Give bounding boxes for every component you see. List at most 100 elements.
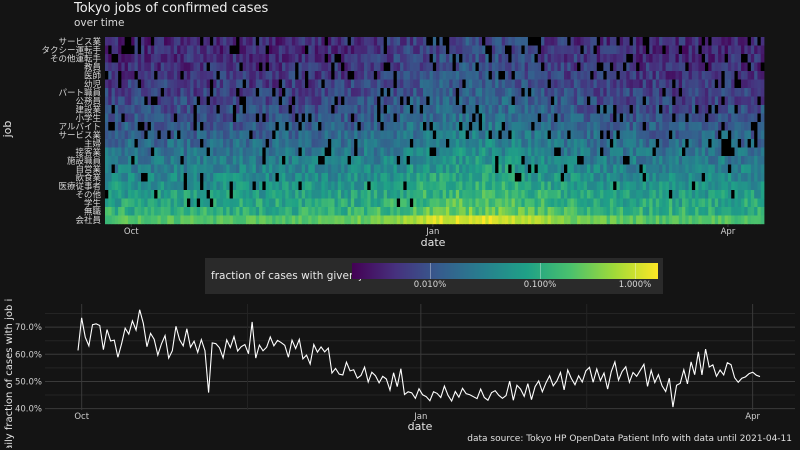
heatmap-cell	[531, 122, 535, 131]
heatmap-cell	[655, 164, 660, 174]
heatmap-cell	[334, 198, 339, 208]
heatmap-cell	[390, 139, 394, 148]
heatmap-cell	[577, 54, 581, 63]
heatmap-cell	[521, 173, 526, 182]
heatmap-cell	[137, 207, 142, 216]
heatmap-cell	[596, 71, 601, 80]
heatmap-cell	[645, 88, 650, 97]
heatmap-cell	[400, 79, 404, 89]
heatmap-cell	[541, 113, 545, 123]
heatmap-cell	[334, 215, 339, 225]
heatmap-cell	[278, 37, 283, 46]
heatmap-cell	[147, 105, 152, 114]
heatmap-cell	[278, 62, 283, 72]
heatmap-cell	[216, 198, 221, 208]
heatmap-cell	[639, 173, 644, 182]
heatmap-cell	[737, 156, 742, 165]
heatmap-cell	[511, 156, 516, 165]
heatmap-cell	[701, 79, 706, 89]
heatmap-cell	[321, 96, 326, 106]
heatmap-cell	[439, 45, 444, 55]
heatmap-cell	[629, 207, 634, 216]
heatmap-cell	[537, 45, 542, 55]
heatmap-cell	[252, 215, 257, 225]
heatmap-cell	[439, 62, 444, 72]
heatmap-cell	[564, 54, 568, 63]
heatmap-cell	[419, 71, 424, 80]
heatmap-cell	[724, 45, 729, 55]
heatmap-cell	[341, 156, 345, 165]
heatmap-cell	[583, 71, 588, 80]
heatmap-cell	[429, 190, 434, 199]
heatmap-cell	[154, 113, 158, 123]
heatmap-cell	[206, 139, 211, 148]
heatmap-cell	[196, 62, 201, 72]
heatmap-cell	[665, 45, 670, 55]
heatmap-cell	[144, 45, 149, 55]
heatmap-cell	[613, 130, 617, 140]
heatmap-cell	[367, 181, 371, 191]
heatmap-cell	[147, 88, 152, 97]
heatmap-cell	[626, 62, 630, 72]
heatmap-cell	[478, 130, 483, 140]
heatmap-cell	[547, 198, 552, 208]
heatmap-cell	[501, 88, 506, 97]
heatmap-cell	[341, 54, 345, 63]
heatmap-cell	[475, 105, 480, 114]
heatmap-cell	[196, 156, 201, 165]
heatmap-cell	[495, 62, 499, 72]
heatmap-cell	[495, 96, 499, 106]
heatmap-cell	[154, 139, 158, 148]
heatmap-cell	[409, 156, 414, 165]
heatmap-cell	[154, 105, 158, 114]
heatmap-cell	[682, 173, 686, 182]
heatmap-cell	[541, 147, 545, 157]
heatmap-cell	[623, 37, 627, 46]
heatmap-cell	[180, 215, 185, 225]
heatmap-cell	[423, 164, 427, 174]
heatmap-cell	[367, 54, 371, 63]
heatmap-cell	[541, 96, 545, 106]
heatmap-cell	[118, 71, 122, 80]
heatmap-cell	[432, 130, 437, 140]
heatmap-cell	[344, 37, 349, 46]
heatmap-cell	[268, 147, 273, 157]
heatmap-cell	[396, 37, 401, 46]
heatmap-cell	[160, 173, 165, 182]
heatmap-cell	[747, 173, 752, 182]
heatmap-cell	[498, 147, 503, 157]
heatmap-cell	[560, 215, 565, 225]
heatmap-cell	[436, 173, 440, 182]
heatmap-cell	[550, 62, 555, 72]
heatmap-cell	[318, 37, 322, 46]
heatmap-cell	[413, 156, 417, 165]
heatmap-cell	[183, 215, 188, 225]
heatmap-cell	[626, 79, 630, 89]
heatmap-cell	[659, 215, 663, 225]
heatmap-cell	[255, 139, 260, 148]
heatmap-cell	[167, 139, 171, 148]
heatmap-cell	[475, 198, 480, 208]
heatmap-cell	[623, 215, 627, 225]
heatmap-cell	[232, 37, 237, 46]
heatmap-cell	[455, 207, 460, 216]
heatmap-y-tick-label: 自営業	[75, 164, 101, 175]
heatmap-cell	[311, 198, 316, 208]
heatmap-cell	[524, 79, 529, 89]
heatmap-cell	[668, 147, 673, 157]
heatmap-cell	[600, 62, 604, 72]
heatmap-cell	[675, 54, 680, 63]
heatmap-cell	[534, 190, 539, 199]
heatmap-cell	[147, 62, 152, 72]
heatmap-cell	[249, 88, 253, 97]
heatmap-cell	[577, 190, 581, 199]
heatmap-cell	[311, 122, 316, 131]
heatmap-cell	[377, 71, 381, 80]
heatmap-cell	[380, 139, 385, 148]
heatmap-cell	[416, 215, 421, 225]
heatmap-cell	[491, 207, 496, 216]
heatmap-cell	[750, 156, 755, 165]
heatmap-cell	[495, 88, 499, 97]
heatmap-cell	[396, 88, 401, 97]
heatmap-cell	[360, 62, 365, 72]
